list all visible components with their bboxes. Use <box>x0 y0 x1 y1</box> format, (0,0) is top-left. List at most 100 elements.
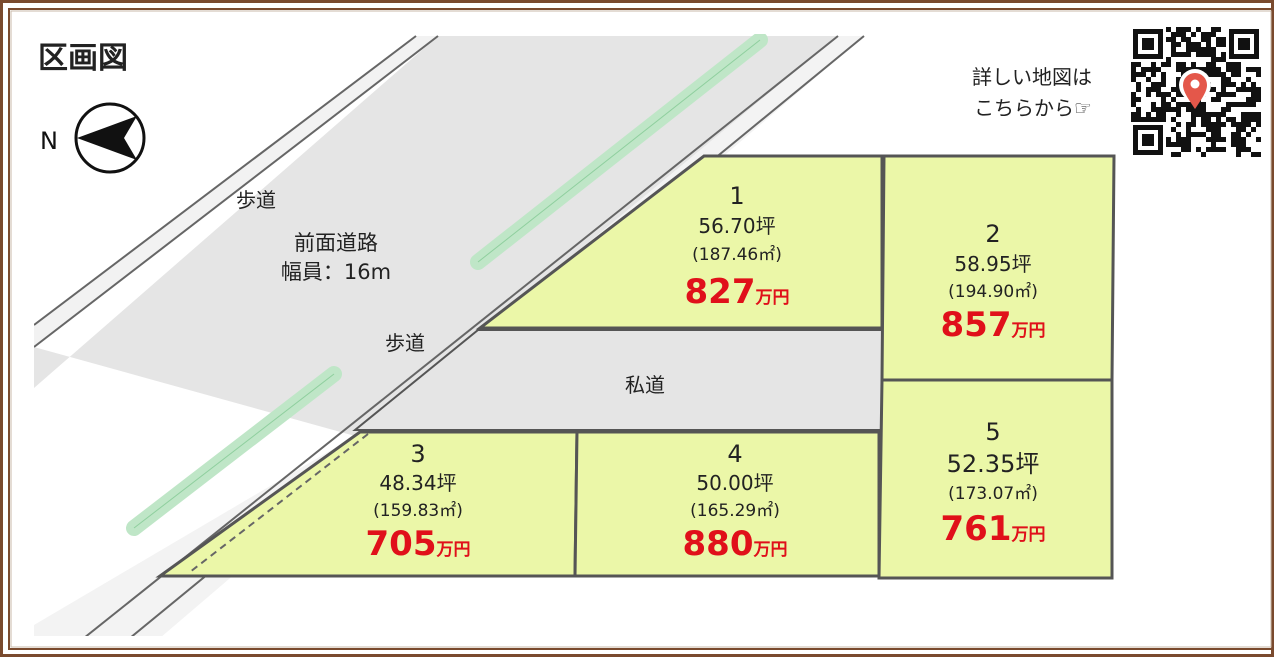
qr-module <box>1251 112 1256 117</box>
qr-module <box>1216 147 1221 152</box>
qr-module <box>1206 32 1211 37</box>
qr-module <box>1191 42 1196 47</box>
lot-price: 857万円 <box>941 305 1046 345</box>
qr-module <box>1136 87 1141 92</box>
qr-module <box>1246 97 1251 102</box>
qr-module <box>1216 37 1221 42</box>
qr-module <box>1201 67 1206 72</box>
qr-module <box>1216 72 1221 77</box>
qr-module <box>1166 92 1171 97</box>
lot-area-tsubo: 48.34坪 <box>379 471 456 495</box>
qr-module <box>1236 142 1241 147</box>
qr-module <box>1136 82 1141 87</box>
qr-module <box>1216 132 1221 137</box>
qr-module <box>1166 27 1171 32</box>
qr-code-icon[interactable] <box>1131 27 1261 157</box>
qr-module <box>1191 32 1196 37</box>
qr-module <box>1201 112 1206 117</box>
qr-module <box>1236 147 1241 152</box>
qr-module <box>1216 127 1221 132</box>
lot-area-sqm: (165.29㎡) <box>690 501 780 521</box>
qr-module <box>1171 117 1176 122</box>
qr-module <box>1216 67 1221 72</box>
qr-module <box>1246 67 1251 72</box>
qr-module <box>1221 107 1226 112</box>
qr-module <box>1241 87 1246 92</box>
qr-module <box>1166 107 1171 112</box>
qr-module <box>1216 97 1221 102</box>
qr-module <box>1151 67 1156 72</box>
qr-module <box>1256 122 1261 127</box>
qr-module <box>1251 127 1256 132</box>
qr-module <box>1216 57 1221 62</box>
qr-module <box>1176 27 1181 32</box>
qr-module <box>1216 92 1221 97</box>
qr-module <box>1231 62 1236 67</box>
qr-module <box>1206 42 1211 47</box>
qr-module <box>1241 117 1246 122</box>
qr-module <box>1241 82 1246 87</box>
qr-module <box>1141 67 1146 72</box>
qr-module <box>1151 102 1156 107</box>
qr-module <box>1236 137 1241 142</box>
qr-module <box>1166 37 1171 42</box>
lot-5[interactable] <box>877 378 1114 580</box>
qr-module <box>1206 137 1211 142</box>
qr-module <box>1246 77 1251 82</box>
qr-module <box>1196 107 1201 112</box>
qr-module <box>1171 87 1176 92</box>
qr-module <box>1166 57 1171 62</box>
qr-module <box>1211 52 1216 57</box>
qr-module <box>1166 137 1171 142</box>
lot-number: 4 <box>727 440 742 468</box>
qr-module <box>1136 62 1141 67</box>
qr-module <box>1166 102 1171 107</box>
green-strip-edge <box>133 373 335 529</box>
qr-module <box>1216 112 1221 117</box>
qr-module <box>1176 82 1181 87</box>
green-strip-edge <box>477 39 761 263</box>
qr-module <box>1221 92 1226 97</box>
qr-module <box>1156 107 1161 112</box>
qr-module <box>1181 142 1186 147</box>
qr-module <box>1186 27 1191 32</box>
qr-module <box>1156 112 1161 117</box>
qr-module <box>1211 122 1216 127</box>
qr-module <box>1166 142 1171 147</box>
lot-3-info: 3 48.34坪 (159.83㎡) 705万円 <box>366 440 471 564</box>
qr-module <box>1176 87 1181 92</box>
qr-module <box>1161 112 1166 117</box>
lot-area-tsubo: 56.70坪 <box>698 214 775 238</box>
qr-module <box>1131 102 1136 107</box>
qr-module <box>1176 52 1181 57</box>
qr-module <box>1251 82 1256 87</box>
map-link-line2[interactable]: こちらから☞ <box>974 96 1092 120</box>
qr-module <box>1256 152 1261 157</box>
qr-module <box>1256 67 1261 72</box>
qr-module <box>1186 42 1191 47</box>
qr-module <box>1161 102 1166 107</box>
qr-module <box>1156 92 1161 97</box>
qr-module <box>1201 117 1206 122</box>
qr-module <box>1211 137 1216 142</box>
lot-price: 880万円 <box>683 524 788 564</box>
qr-module <box>1236 72 1241 77</box>
qr-module <box>1181 102 1186 107</box>
qr-module <box>1156 87 1161 92</box>
qr-module <box>1206 147 1211 152</box>
qr-module <box>1251 87 1256 92</box>
lot-number: 3 <box>410 440 425 468</box>
qr-module <box>1246 87 1251 92</box>
qr-module <box>1191 122 1196 127</box>
map-link-line1[interactable]: 詳しい地図は <box>972 65 1092 89</box>
lot-area-sqm: (194.90㎡) <box>948 282 1038 302</box>
qr-module <box>1151 62 1156 67</box>
lot-number: 2 <box>985 220 1000 248</box>
qr-module <box>1161 82 1166 87</box>
lot-price: 827万円 <box>685 272 790 312</box>
qr-module <box>1221 137 1226 142</box>
qr-module <box>1176 62 1181 67</box>
qr-module <box>1226 117 1231 122</box>
qr-module <box>1236 132 1241 137</box>
qr-module <box>1216 137 1221 142</box>
